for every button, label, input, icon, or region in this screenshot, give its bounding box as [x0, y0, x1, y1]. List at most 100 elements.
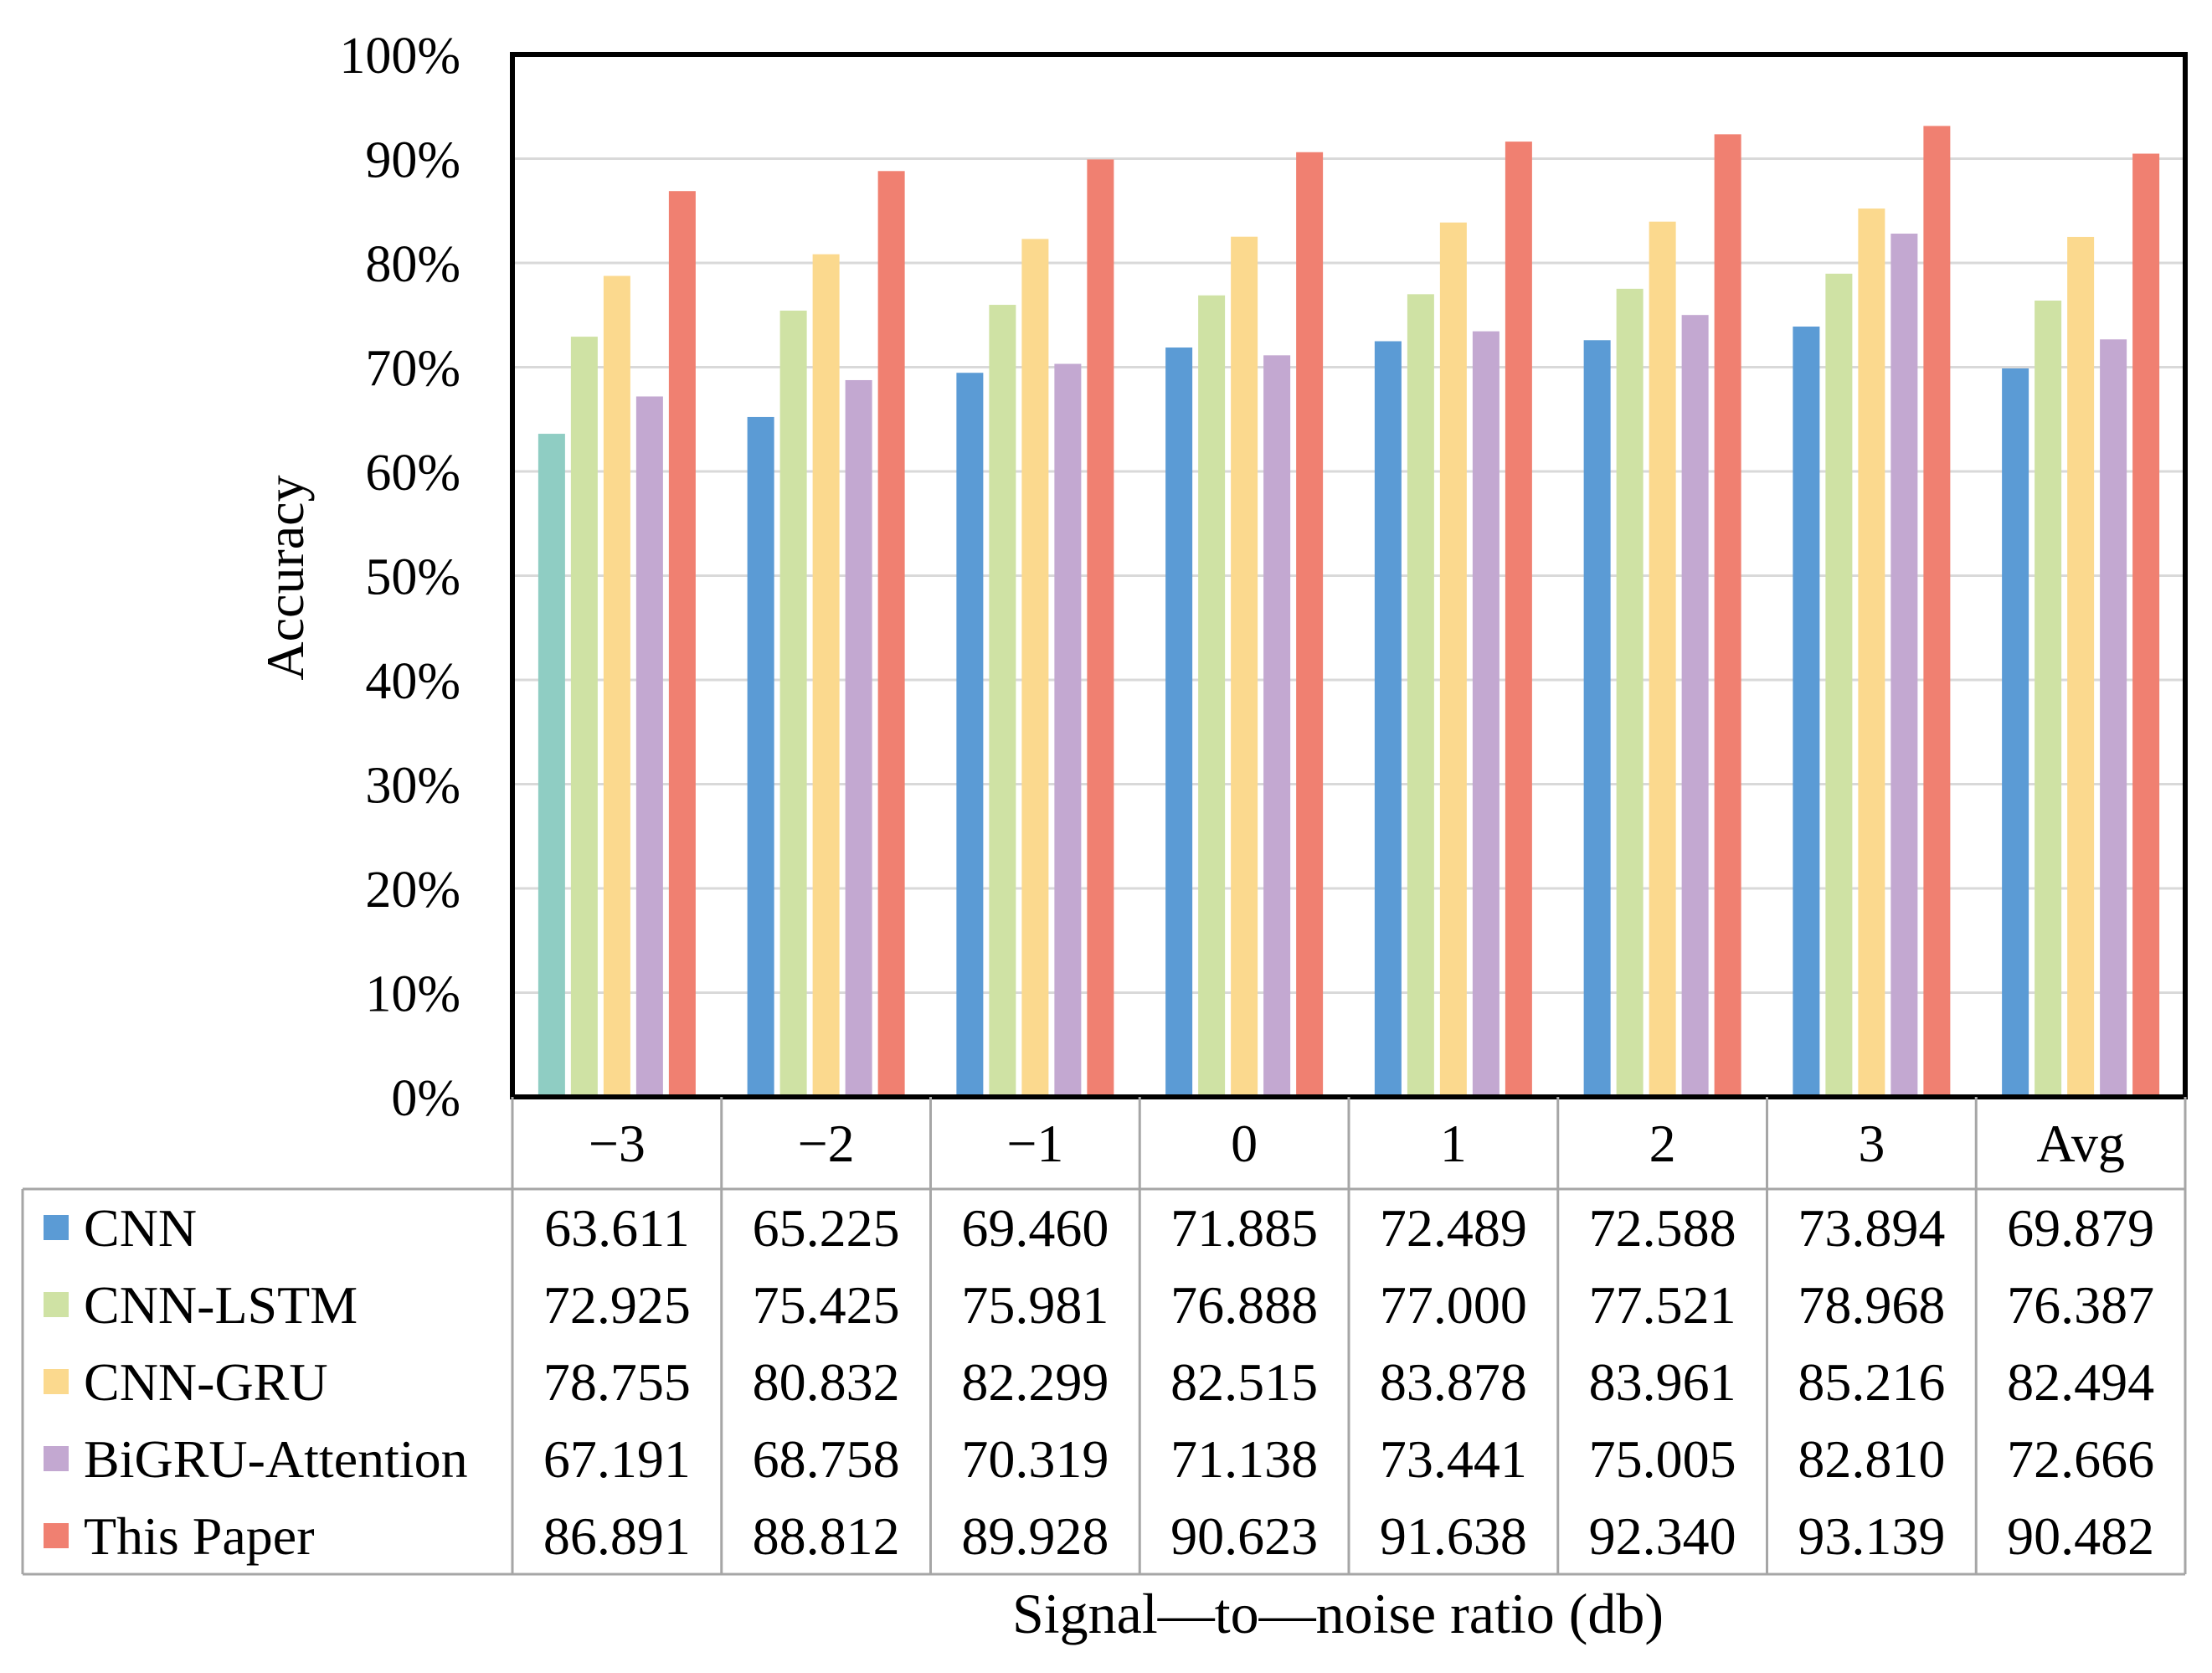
- x-category-label: 2: [1649, 1114, 1676, 1173]
- data-label: 88.812: [753, 1506, 900, 1566]
- data-label: 72.489: [1380, 1198, 1527, 1258]
- bar-cnn-lstm: [779, 310, 807, 1097]
- y-tick-label: 80%: [365, 236, 460, 293]
- x-category-label: −1: [1006, 1114, 1063, 1173]
- y-tick-label: 50%: [365, 549, 460, 606]
- legend-swatch: [44, 1446, 69, 1471]
- data-label: 75.425: [753, 1275, 900, 1335]
- bar-this-paper: [1923, 126, 1951, 1098]
- legend-label: CNN-LSTM: [84, 1275, 358, 1335]
- bar-cnn: [1583, 340, 1611, 1097]
- data-label: 90.623: [1170, 1506, 1318, 1566]
- data-label: 71.138: [1170, 1429, 1318, 1489]
- bar-bigru-attention: [1472, 331, 1500, 1097]
- bar-this-paper: [668, 191, 696, 1098]
- x-axis-title: Signal—to—noise ratio (db): [1012, 1582, 1664, 1645]
- data-label: 75.981: [961, 1275, 1109, 1335]
- data-label: 72.588: [1589, 1198, 1736, 1258]
- bar-bigru-attention: [635, 396, 663, 1097]
- x-category-label: Avg: [2036, 1114, 2124, 1173]
- bar-cnn-gru: [2067, 236, 2095, 1097]
- bar-this-paper: [1087, 159, 1114, 1098]
- bar-cnn-gru: [603, 275, 630, 1097]
- data-label: 90.482: [2007, 1506, 2154, 1566]
- bar-this-paper: [877, 171, 905, 1097]
- legend-swatch: [44, 1523, 69, 1548]
- y-tick-labels: 0% 10% 20% 30% 40% 50% 60% 70% 80% 90% 100%: [339, 28, 460, 1127]
- bar-this-paper: [1714, 134, 1741, 1098]
- bar-bigru-attention: [1054, 363, 1082, 1097]
- y-tick-label: 30%: [365, 758, 460, 815]
- data-label: 89.928: [961, 1506, 1109, 1566]
- bar-cnn-lstm: [1198, 295, 1226, 1097]
- data-table: −3 −2 −1 0 1 2 3 Avg CNN 63.611 65.225 69.460 71.885…: [21, 1097, 2187, 1576]
- data-label: 77.521: [1589, 1275, 1736, 1335]
- data-label: 73.894: [1798, 1198, 1945, 1258]
- legend-swatch: [44, 1215, 69, 1240]
- data-label: 82.515: [1170, 1352, 1318, 1412]
- y-tick-label: 40%: [365, 653, 460, 710]
- x-category-label: −3: [589, 1114, 646, 1173]
- y-tick-label: 100%: [339, 28, 460, 85]
- bar-bigru-attention: [1681, 315, 1709, 1097]
- bar-bigru-attention: [1263, 355, 1291, 1097]
- bar-cnn-gru: [812, 254, 840, 1097]
- bar-cnn-lstm: [2035, 300, 2062, 1098]
- bar-bigru-attention: [845, 379, 872, 1097]
- legend-label: BiGRU-Attention: [84, 1429, 468, 1489]
- data-label: 77.000: [1380, 1275, 1527, 1335]
- data-label: 83.878: [1380, 1352, 1527, 1412]
- data-label: 73.441: [1380, 1429, 1527, 1489]
- data-label: 82.810: [1798, 1429, 1945, 1489]
- data-label: 83.961: [1589, 1352, 1736, 1412]
- bar-cnn-gru: [1649, 221, 1676, 1097]
- data-label: 70.319: [961, 1429, 1109, 1489]
- legend-swatch: [44, 1369, 69, 1394]
- y-tick-label: 70%: [365, 341, 460, 398]
- data-label: 63.611: [544, 1198, 690, 1258]
- bar-cnn-gru: [1231, 236, 1258, 1098]
- bar-cnn-lstm: [570, 337, 598, 1097]
- legend-label: This Paper: [84, 1506, 315, 1566]
- y-tick-label: 60%: [365, 445, 460, 502]
- bar-cnn: [1374, 341, 1402, 1097]
- y-tick-label: 20%: [365, 862, 460, 919]
- x-category-label: 1: [1440, 1114, 1467, 1173]
- data-label: 78.968: [1798, 1275, 1945, 1335]
- bar-cnn: [1165, 347, 1193, 1097]
- bar-cnn: [956, 373, 984, 1097]
- bar-cnn: [2002, 368, 2029, 1097]
- data-label: 86.891: [543, 1506, 691, 1566]
- legend-label: CNN: [84, 1198, 197, 1258]
- y-tick-label: 90%: [365, 132, 460, 189]
- bar-this-paper: [1296, 152, 1324, 1097]
- data-label: 69.460: [961, 1198, 1109, 1258]
- y-tick-label: 0%: [391, 1070, 460, 1127]
- bar-cnn-gru: [1439, 222, 1467, 1098]
- bar-cnn-gru: [1858, 208, 1885, 1098]
- bar-bigru-attention: [1890, 234, 1918, 1097]
- data-label: 72.925: [543, 1275, 691, 1335]
- data-label: 67.191: [543, 1429, 691, 1489]
- bar-cnn-lstm: [1616, 288, 1644, 1098]
- data-label: 76.888: [1170, 1275, 1318, 1335]
- data-label: 75.005: [1589, 1429, 1736, 1489]
- data-label: 76.387: [2007, 1275, 2154, 1335]
- bar-this-paper: [2132, 153, 2160, 1097]
- data-label: 93.139: [1798, 1506, 1945, 1566]
- bar-cnn-gru: [1021, 239, 1049, 1097]
- bar-this-paper: [1505, 142, 1532, 1097]
- data-label: 71.885: [1170, 1198, 1318, 1258]
- data-label: 82.299: [961, 1352, 1109, 1412]
- bar-cnn-lstm: [989, 305, 1016, 1097]
- bar-cnn: [747, 416, 774, 1098]
- x-category-label: 0: [1231, 1114, 1258, 1173]
- data-label: 80.832: [753, 1352, 900, 1412]
- data-label: 85.216: [1798, 1352, 1945, 1412]
- legend-label: CNN-GRU: [84, 1352, 328, 1412]
- x-category-label: 3: [1858, 1114, 1885, 1173]
- data-label: 68.758: [753, 1429, 900, 1489]
- bar-cnn-lstm: [1825, 273, 1853, 1097]
- data-label: 78.755: [543, 1352, 691, 1412]
